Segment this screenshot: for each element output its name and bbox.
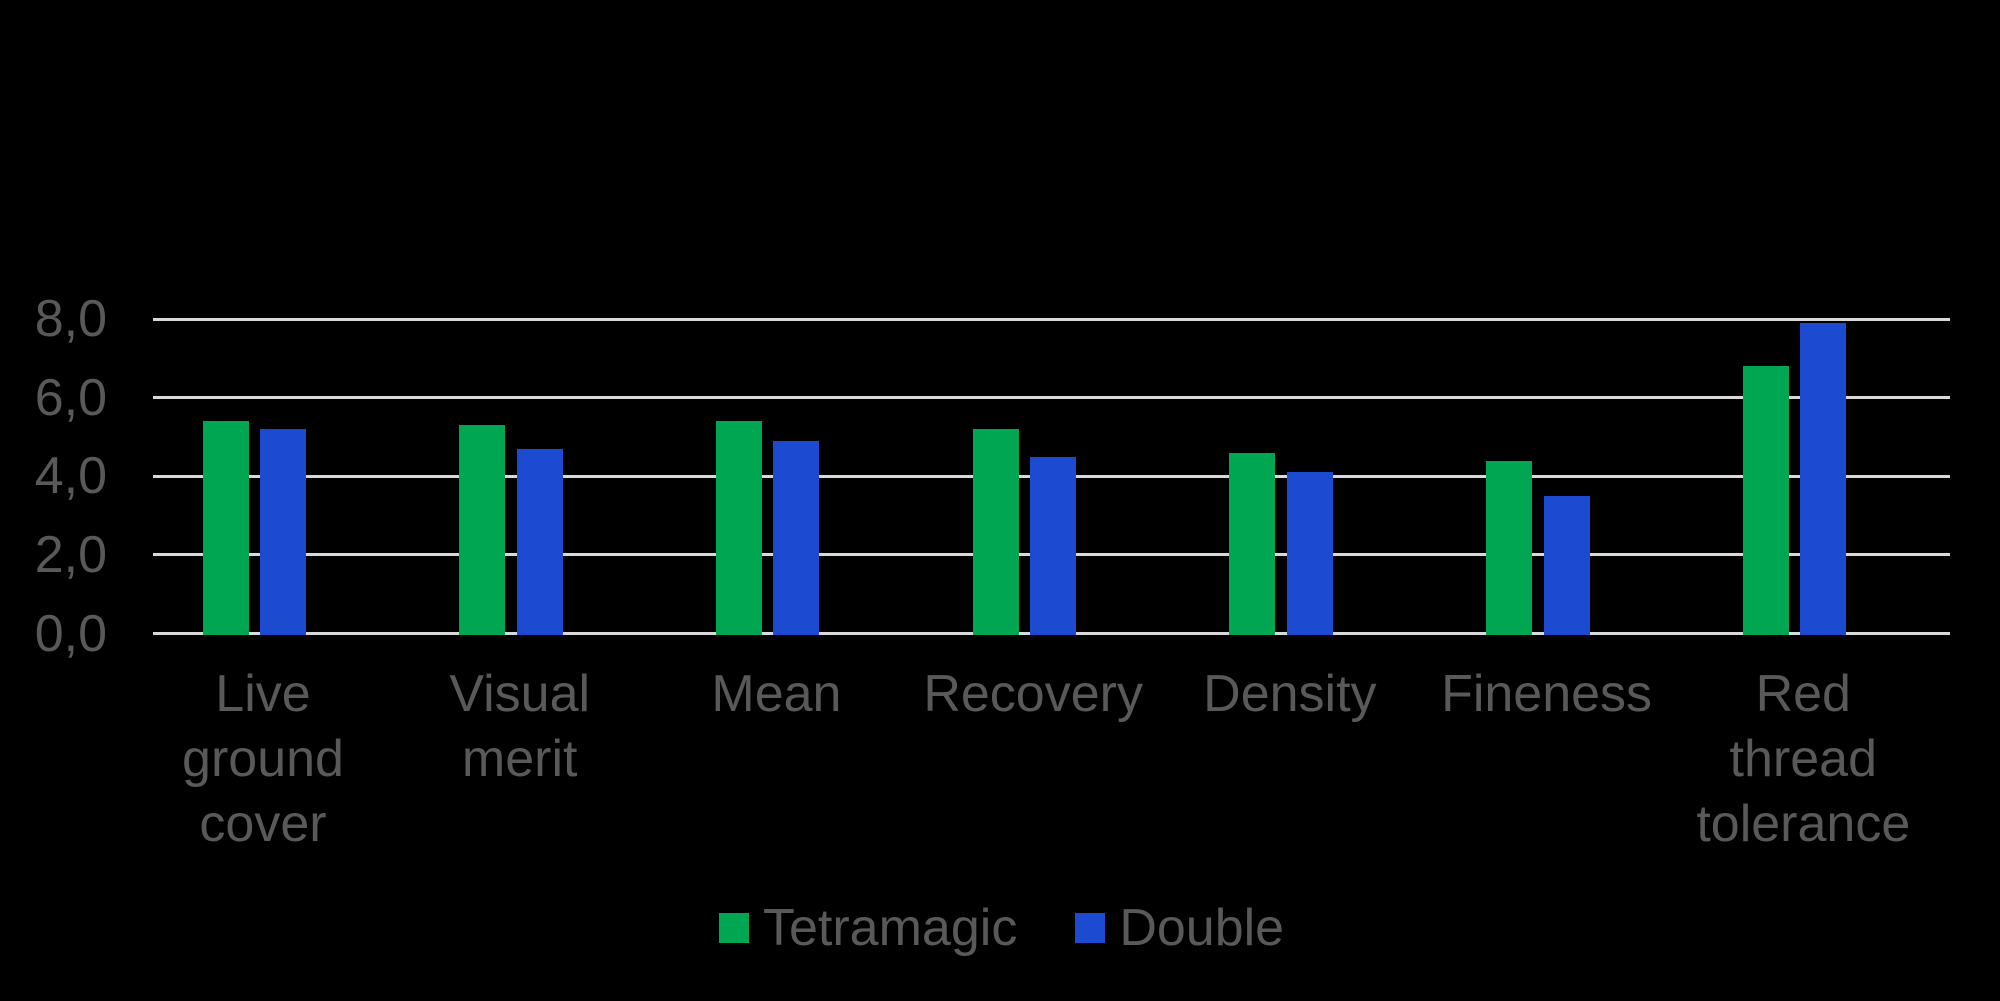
bar-tetramagic <box>1486 460 1533 635</box>
category-label-line: Live <box>215 665 311 723</box>
legend-item-tetramagic: Tetramagic <box>719 902 1017 954</box>
category-label: Visual merit <box>449 662 590 792</box>
category-label-line: Fineness <box>1441 665 1653 723</box>
category-label-line: Density <box>1203 665 1377 723</box>
y-axis-tick-label: 6,0 <box>34 368 107 427</box>
category-label-line: thread <box>1729 730 1878 788</box>
legend-label: Tetramagic <box>763 899 1018 957</box>
gridline <box>153 317 1950 321</box>
category-label-line: Visual <box>449 665 591 723</box>
bar-double <box>1030 456 1077 635</box>
category-label-line: Red <box>1755 665 1851 723</box>
bar-double <box>1543 495 1590 635</box>
bar-tetramagic <box>1742 366 1789 635</box>
bar-double <box>1286 472 1333 635</box>
legend-swatch <box>1075 913 1106 943</box>
bar-tetramagic <box>202 421 249 635</box>
category-label: Live ground cover <box>182 662 344 857</box>
y-axis-tick-label: 4,0 <box>34 447 107 506</box>
legend-item-double: Double <box>1075 902 1284 954</box>
bar-double <box>773 440 820 635</box>
category-label-line: merit <box>461 730 578 788</box>
category-label-line: cover <box>199 795 327 853</box>
bar-tetramagic <box>1229 452 1276 635</box>
bar-tetramagic <box>972 429 1019 635</box>
y-axis-tick-label: 2,0 <box>34 525 107 584</box>
category-label: Fineness <box>1441 662 1652 727</box>
category-label: Density <box>1203 662 1376 727</box>
legend: Tetramagic Double <box>719 902 1284 954</box>
category-label: Mean <box>711 662 841 727</box>
category-label: Recovery <box>923 662 1143 727</box>
category-label: Red thread tolerance <box>1696 662 1910 857</box>
y-axis-tick-label: 0,0 <box>34 604 107 663</box>
legend-swatch <box>719 913 749 943</box>
bar-double <box>516 448 563 635</box>
gridline <box>153 396 1950 400</box>
category-label-line: Recovery <box>923 665 1143 723</box>
category-label-line: tolerance <box>1696 795 1911 853</box>
legend-label: Double <box>1119 899 1285 957</box>
bar-double <box>1800 322 1847 635</box>
y-axis-tick-label: 8,0 <box>34 290 107 348</box>
category-label-line: ground <box>182 730 344 788</box>
bar-tetramagic <box>459 425 506 635</box>
bar-double <box>260 429 306 635</box>
category-label-line: Mean <box>711 665 842 723</box>
bar-tetramagic <box>715 421 762 635</box>
